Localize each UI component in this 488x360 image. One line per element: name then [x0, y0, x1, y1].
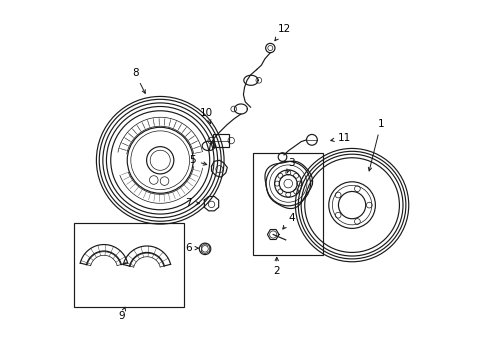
Text: 3: 3	[286, 158, 294, 173]
Text: 10: 10	[200, 108, 213, 123]
Bar	[253, 153, 323, 255]
Text: 5: 5	[189, 155, 206, 165]
Text: 8: 8	[132, 68, 145, 93]
Text: 12: 12	[274, 24, 290, 41]
Text: 7: 7	[185, 198, 199, 208]
Bar	[74, 223, 183, 307]
Text: 2: 2	[273, 257, 280, 276]
Text: 6: 6	[185, 243, 198, 253]
Text: 9: 9	[118, 307, 125, 321]
Bar	[213, 134, 228, 147]
Text: 11: 11	[330, 133, 351, 143]
Text: 4: 4	[282, 213, 295, 229]
Text: 1: 1	[367, 120, 383, 171]
